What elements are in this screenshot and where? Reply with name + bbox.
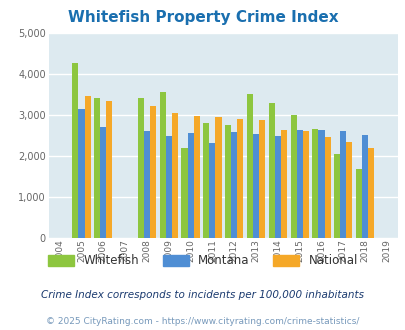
Bar: [324, 137, 330, 238]
Bar: [203, 123, 209, 238]
Bar: [290, 115, 296, 238]
Bar: [165, 136, 171, 238]
Bar: [333, 154, 339, 238]
Bar: [230, 132, 237, 238]
Text: Whitefish Property Crime Index: Whitefish Property Crime Index: [68, 10, 337, 25]
Bar: [268, 103, 274, 238]
Bar: [252, 134, 258, 238]
Bar: [171, 113, 177, 238]
Bar: [159, 92, 165, 238]
Bar: [246, 94, 252, 238]
Bar: [143, 131, 149, 238]
Bar: [84, 96, 90, 238]
Bar: [209, 143, 215, 238]
Legend: Whitefish, Montana, National: Whitefish, Montana, National: [48, 254, 357, 267]
Bar: [345, 142, 352, 238]
Bar: [106, 101, 112, 238]
Text: © 2025 CityRating.com - https://www.cityrating.com/crime-statistics/: © 2025 CityRating.com - https://www.city…: [46, 317, 359, 326]
Bar: [296, 130, 302, 238]
Bar: [355, 169, 361, 238]
Bar: [318, 130, 324, 238]
Bar: [339, 131, 345, 238]
Bar: [258, 120, 264, 238]
Bar: [193, 116, 199, 238]
Text: Crime Index corresponds to incidents per 100,000 inhabitants: Crime Index corresponds to incidents per…: [41, 290, 364, 300]
Bar: [237, 119, 243, 238]
Bar: [311, 129, 318, 238]
Bar: [137, 98, 143, 238]
Bar: [280, 130, 286, 238]
Bar: [187, 133, 193, 238]
Bar: [302, 131, 308, 238]
Bar: [72, 63, 78, 238]
Bar: [274, 136, 280, 238]
Bar: [361, 135, 367, 238]
Bar: [78, 109, 84, 238]
Bar: [224, 125, 230, 238]
Bar: [100, 127, 106, 238]
Bar: [181, 148, 187, 238]
Bar: [215, 117, 221, 238]
Bar: [94, 98, 100, 238]
Bar: [367, 148, 373, 238]
Bar: [149, 106, 156, 238]
